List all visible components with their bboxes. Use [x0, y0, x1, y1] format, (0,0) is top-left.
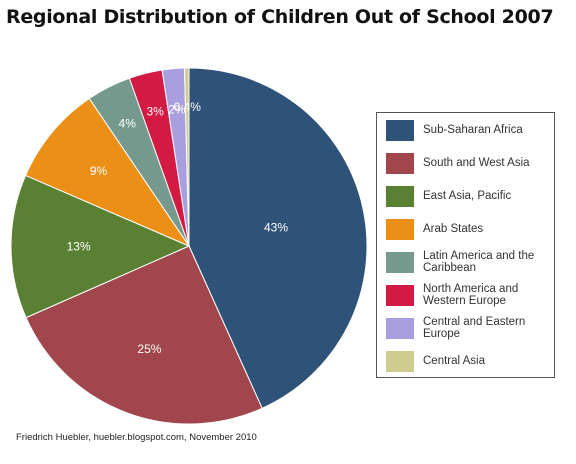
pie-slice-central-asia: [183, 67, 190, 247]
slice-label-central-and-eastern-europe: 2%: [168, 102, 186, 116]
legend-swatch: [386, 285, 414, 306]
source-note: Friedrich Huebler, huebler.blogspot.com,…: [16, 432, 257, 443]
legend-swatch: [386, 186, 414, 207]
slice-label-latin-america-and-the-caribbean: 4%: [119, 117, 137, 131]
legend-label: Arab States: [423, 222, 484, 235]
legend: Sub-Saharan Africa South and West Asia Eas…: [376, 112, 555, 378]
legend-item-south-and-west-asia: South and West Asia: [377, 146, 554, 179]
slice-label-north-america-and-western-europe: 3%: [146, 104, 164, 118]
legend-item-latin-america-and-the-caribbean: Latin America and the Caribbean: [377, 245, 554, 278]
legend-swatch: [386, 153, 414, 174]
slice-label-sub-saharan-africa: 43%: [264, 220, 288, 234]
slice-label-central-asia: 0.4%: [174, 100, 202, 114]
legend-swatch: [386, 120, 414, 141]
pie-slice-south-and-west-asia: [25, 245, 263, 425]
legend-label: North America and Western Europe: [423, 282, 519, 307]
legend-label: South and West Asia: [423, 156, 530, 169]
legend-swatch: [386, 351, 414, 372]
slice-label-arab-states: 9%: [90, 164, 108, 178]
legend-item-north-america-and-western-europe: North America and Western Europe: [377, 278, 554, 311]
legend-label: Sub-Saharan Africa: [423, 123, 523, 136]
legend-swatch: [386, 318, 414, 339]
legend-swatch: [386, 219, 414, 240]
legend-item-central-asia: Central Asia: [377, 344, 554, 377]
legend-item-east-asia-pacific: East Asia, Pacific: [377, 179, 554, 212]
legend-label: Central and Eastern Europe: [423, 315, 526, 340]
chart-title: Regional Distribution of Children Out of…: [6, 6, 554, 28]
pie-slice-arab-states: [24, 97, 191, 248]
legend-item-central-and-eastern-europe: Central and Eastern Europe: [377, 311, 554, 344]
legend-label: East Asia, Pacific: [423, 189, 512, 202]
legend-item-sub-saharan-africa: Sub-Saharan Africa: [377, 113, 554, 146]
legend-item-arab-states: Arab States: [377, 212, 554, 245]
pie-slice-east-asia-pacific: [10, 174, 191, 319]
slice-label-east-asia-pacific: 13%: [67, 239, 91, 253]
legend-label: Latin America and the Caribbean: [423, 249, 535, 274]
legend-swatch: [386, 252, 414, 273]
slice-label-south-and-west-asia: 25%: [137, 342, 161, 356]
legend-label: Central Asia: [423, 354, 486, 367]
pie-slice-sub-saharan-africa: [188, 67, 368, 409]
